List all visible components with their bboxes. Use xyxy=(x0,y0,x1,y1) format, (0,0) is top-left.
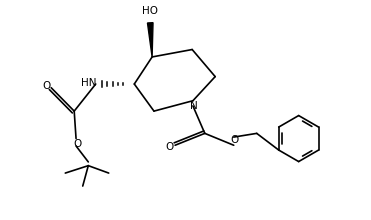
Text: O: O xyxy=(166,142,174,152)
Text: HN: HN xyxy=(81,78,96,88)
Polygon shape xyxy=(148,23,153,57)
Text: HO: HO xyxy=(141,6,158,16)
Text: O: O xyxy=(73,139,82,149)
Text: O: O xyxy=(43,81,51,91)
Text: N: N xyxy=(190,101,197,111)
Text: O: O xyxy=(230,135,239,145)
